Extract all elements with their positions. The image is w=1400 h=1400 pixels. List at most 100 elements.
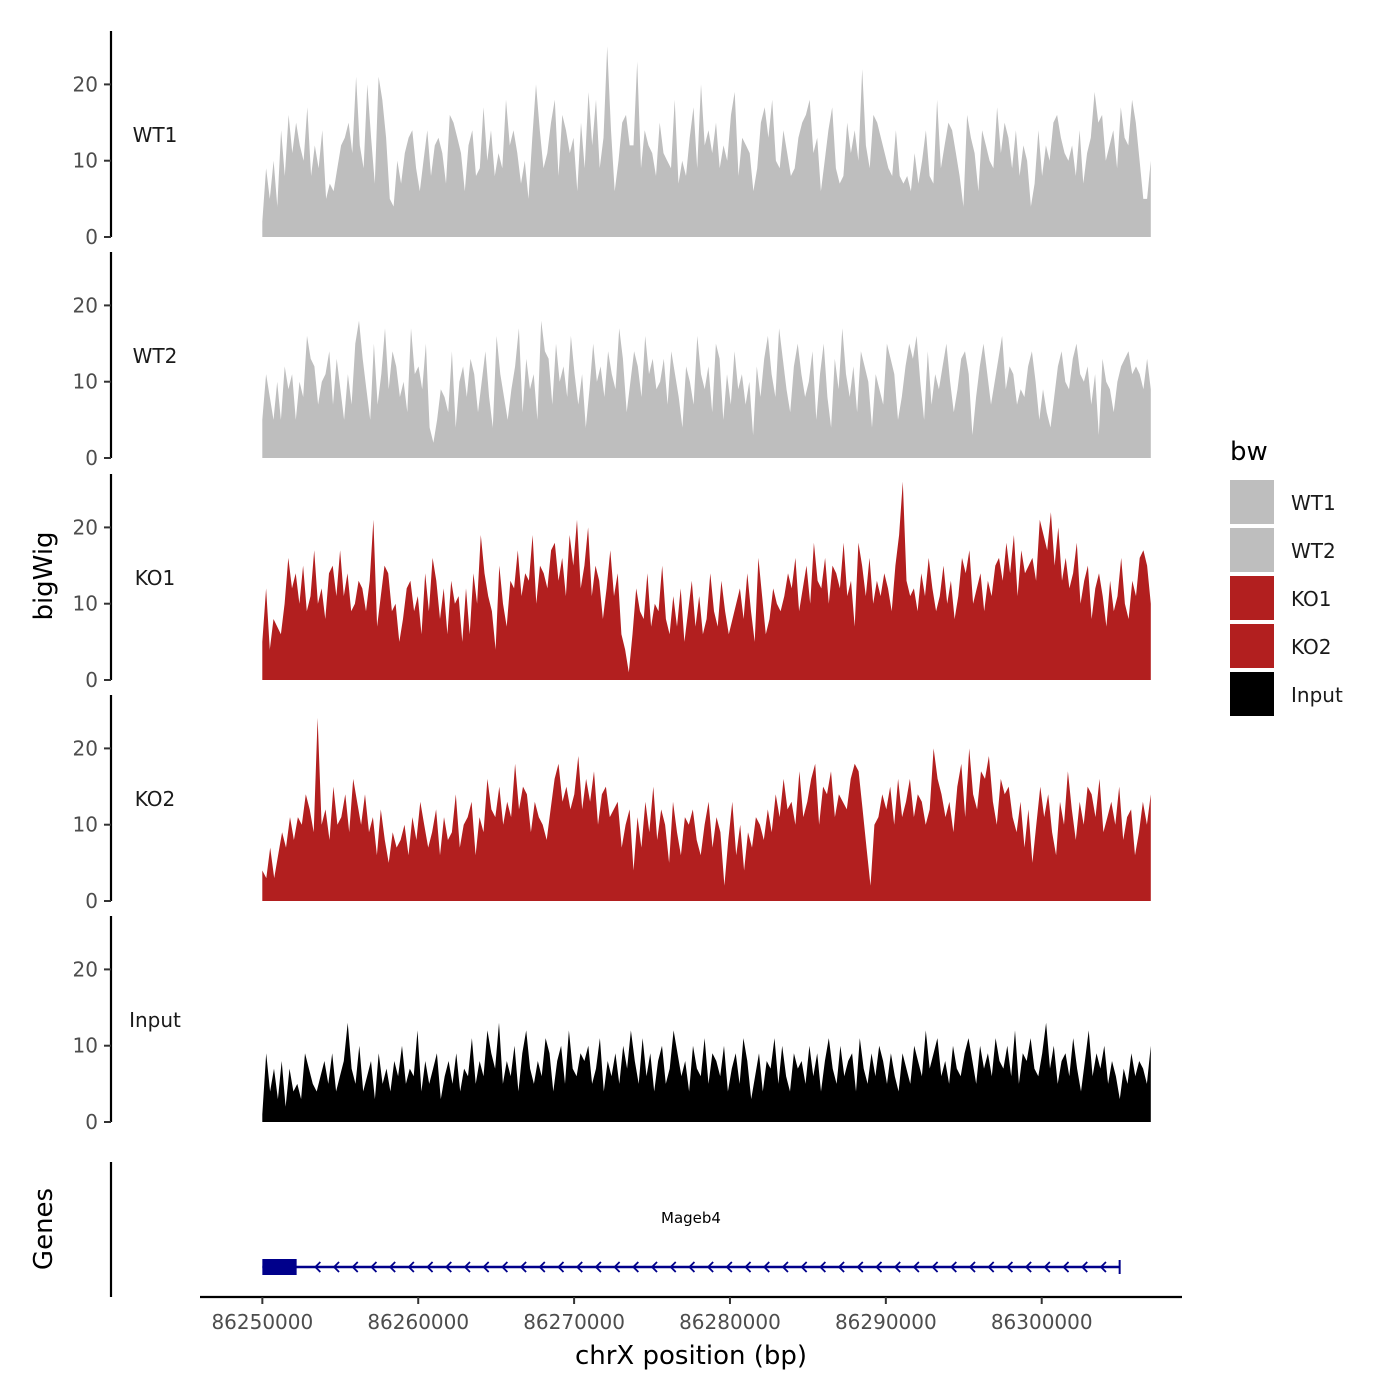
strand-arrow (1043, 1261, 1051, 1273)
strand-arrow (370, 1261, 378, 1273)
strand-arrow (800, 1261, 808, 1273)
strand-arrow (688, 1261, 696, 1273)
strand-arrow (1024, 1261, 1032, 1273)
y-tick-label-wt2: 20 (73, 293, 98, 317)
strand-arrow (819, 1261, 827, 1273)
strand-arrow (314, 1261, 321, 1273)
legend-swatch-ko1 (1230, 576, 1274, 620)
signal-area-input (262, 1022, 1151, 1122)
y-tick-label-ko2: 20 (73, 736, 98, 760)
x-axis-title: chrX position (bp) (575, 1341, 807, 1371)
y-tick-label-wt2: 10 (73, 370, 98, 394)
strand-arrow (407, 1261, 415, 1273)
strand-arrow (669, 1261, 677, 1273)
genes-axis-title: Genes (29, 1188, 59, 1270)
y-tick-label-ko1: 20 (73, 515, 98, 539)
strand-arrow (762, 1261, 770, 1273)
strand-arrow (950, 1261, 957, 1273)
y-tick-label-wt1: 0 (85, 225, 98, 249)
track-input: 0 10 20 Input (73, 916, 1151, 1134)
track-label-input: Input (129, 1008, 181, 1032)
x-tick-label: 86260000 (367, 1310, 469, 1334)
track-label-ko1: KO1 (135, 566, 176, 590)
strand-arrow (706, 1261, 714, 1273)
strand-arrow (594, 1261, 602, 1273)
x-tick-label: 86300000 (991, 1310, 1093, 1334)
y-tick-label-ko1: 10 (73, 592, 98, 616)
y-tick-label-wt1: 10 (73, 149, 98, 173)
legend: bw WT1 WT2 KO1 KO2 Input (1230, 437, 1343, 716)
strand-arrow (650, 1261, 658, 1273)
strand-arrow (575, 1261, 583, 1273)
x-tick-label: 86280000 (679, 1310, 781, 1334)
gene-name-label: Mageb4 (661, 1209, 721, 1227)
strand-arrow (931, 1261, 939, 1273)
strand-arrow (1099, 1261, 1107, 1273)
x-axis: 86250000 86260000 86270000 86280000 86290000… (200, 1295, 1182, 1371)
strand-arrow (482, 1261, 490, 1273)
strand-arrow (893, 1261, 901, 1273)
signal-area-wt1 (262, 46, 1151, 237)
track-label-ko2: KO2 (135, 787, 176, 811)
strand-arrow (1062, 1261, 1070, 1273)
track-wt2: 0 10 20 WT2 (73, 252, 1151, 470)
y-axis-title: bigWig (29, 531, 59, 620)
y-tick-label-input: 20 (73, 957, 98, 981)
gene-exon (262, 1259, 297, 1275)
legend-label-wt1: WT1 (1291, 491, 1336, 515)
y-tick-label-ko1: 0 (85, 668, 98, 692)
legend-items: WT1 WT2 KO1 KO2 Input (1230, 480, 1343, 716)
strand-arrow (725, 1261, 733, 1273)
strand-arrow (351, 1261, 359, 1273)
y-tick-label-wt1: 20 (73, 72, 98, 96)
strand-arrow (463, 1261, 471, 1273)
strand-arrow (1006, 1261, 1014, 1273)
strand-arrow (632, 1261, 639, 1273)
legend-swatch-wt2 (1230, 528, 1274, 572)
track-panels: 0 10 20 WT1 0 10 20 WT2 0 10 20 KO1 0 10 20 KO2 0 10 20 Inp… (73, 31, 1151, 1134)
strand-arrow (856, 1261, 864, 1273)
track-label-wt1: WT1 (133, 123, 178, 147)
legend-label-wt2: WT2 (1291, 539, 1336, 563)
gene-mageb4: Mageb4 (262, 1209, 1121, 1275)
y-tick-label-ko2: 0 (85, 889, 98, 913)
strand-arrow (426, 1261, 434, 1273)
strand-arrow (519, 1261, 527, 1273)
genes-panel: Genes Mageb4 (29, 1162, 1121, 1297)
legend-swatch-input (1230, 672, 1274, 716)
signal-area-ko1 (262, 481, 1151, 680)
strand-arrow (557, 1261, 565, 1273)
strand-arrow (613, 1261, 621, 1273)
strand-arrow (501, 1261, 509, 1273)
signal-area-ko2 (262, 717, 1151, 901)
strand-arrow (875, 1261, 883, 1273)
strand-arrow (968, 1261, 976, 1273)
track-ko2: 0 10 20 KO2 (73, 695, 1151, 913)
y-tick-label-wt2: 0 (85, 446, 98, 470)
legend-label-input: Input (1291, 683, 1343, 707)
strand-arrow (445, 1261, 452, 1273)
strand-arrow (781, 1261, 789, 1273)
x-ticks: 86250000 86260000 86270000 86280000 86290000… (211, 1297, 1093, 1334)
legend-title: bw (1230, 437, 1268, 467)
track-wt1: 0 10 20 WT1 (73, 31, 1151, 249)
x-tick-label: 86290000 (835, 1310, 937, 1334)
gene-models: Mageb4 (262, 1209, 1121, 1275)
strand-arrow (987, 1261, 995, 1273)
strand-arrow (538, 1261, 546, 1273)
strand-arrow (388, 1261, 396, 1273)
legend-label-ko1: KO1 (1291, 587, 1332, 611)
track-ko1: 0 10 20 KO1 (73, 474, 1151, 692)
strand-arrow (1080, 1261, 1088, 1273)
y-tick-label-input: 0 (85, 1110, 98, 1134)
y-tick-label-ko2: 10 (73, 813, 98, 837)
signal-area-wt2 (262, 320, 1151, 458)
strand-arrow (837, 1261, 845, 1273)
strand-arrow (912, 1261, 920, 1273)
x-tick-label: 86270000 (523, 1310, 625, 1334)
track-label-wt2: WT2 (133, 344, 178, 368)
legend-swatch-ko2 (1230, 624, 1274, 668)
y-tick-label-input: 10 (73, 1034, 98, 1058)
legend-label-ko2: KO2 (1291, 635, 1332, 659)
